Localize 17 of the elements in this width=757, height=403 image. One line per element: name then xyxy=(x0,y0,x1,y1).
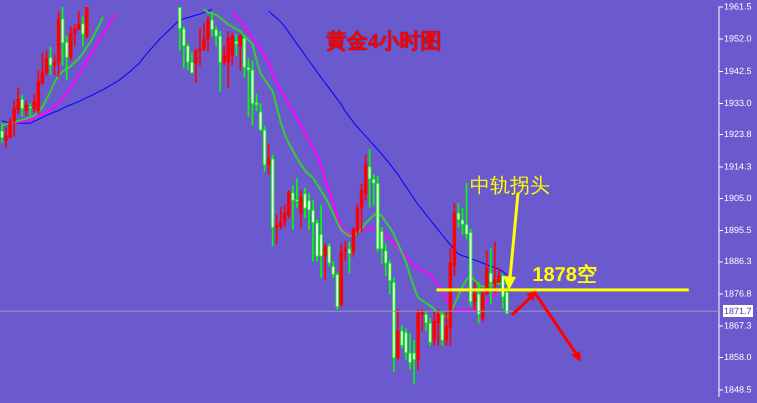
ref-line-label: 1878空 xyxy=(532,262,597,288)
y-tick-label: 1933.0 xyxy=(724,98,752,108)
ref-line-label: 1871.7 xyxy=(723,305,753,318)
y-tick-label: 1848.5 xyxy=(724,384,752,394)
y-tick-label: 1867.3 xyxy=(724,320,752,331)
y-tick-label: 1886.3 xyxy=(724,256,752,266)
y-tick-label: 1876.8 xyxy=(724,288,752,298)
y-tick-label: 1952.0 xyxy=(724,34,752,44)
y-tick-label: 1923.8 xyxy=(724,129,752,140)
y-tick-label: 1895.5 xyxy=(724,225,752,236)
text: 黄金4小时图 xyxy=(326,28,442,55)
y-tick-label: 1961.5 xyxy=(724,1,752,12)
y-tick-label: 1914.3 xyxy=(724,161,752,172)
annotation: 中轨拐头 xyxy=(470,172,550,199)
y-tick-label: 1858.0 xyxy=(724,352,752,362)
y-tick-label: 1942.5 xyxy=(724,66,752,76)
y-tick-label: 1905.0 xyxy=(724,192,752,203)
